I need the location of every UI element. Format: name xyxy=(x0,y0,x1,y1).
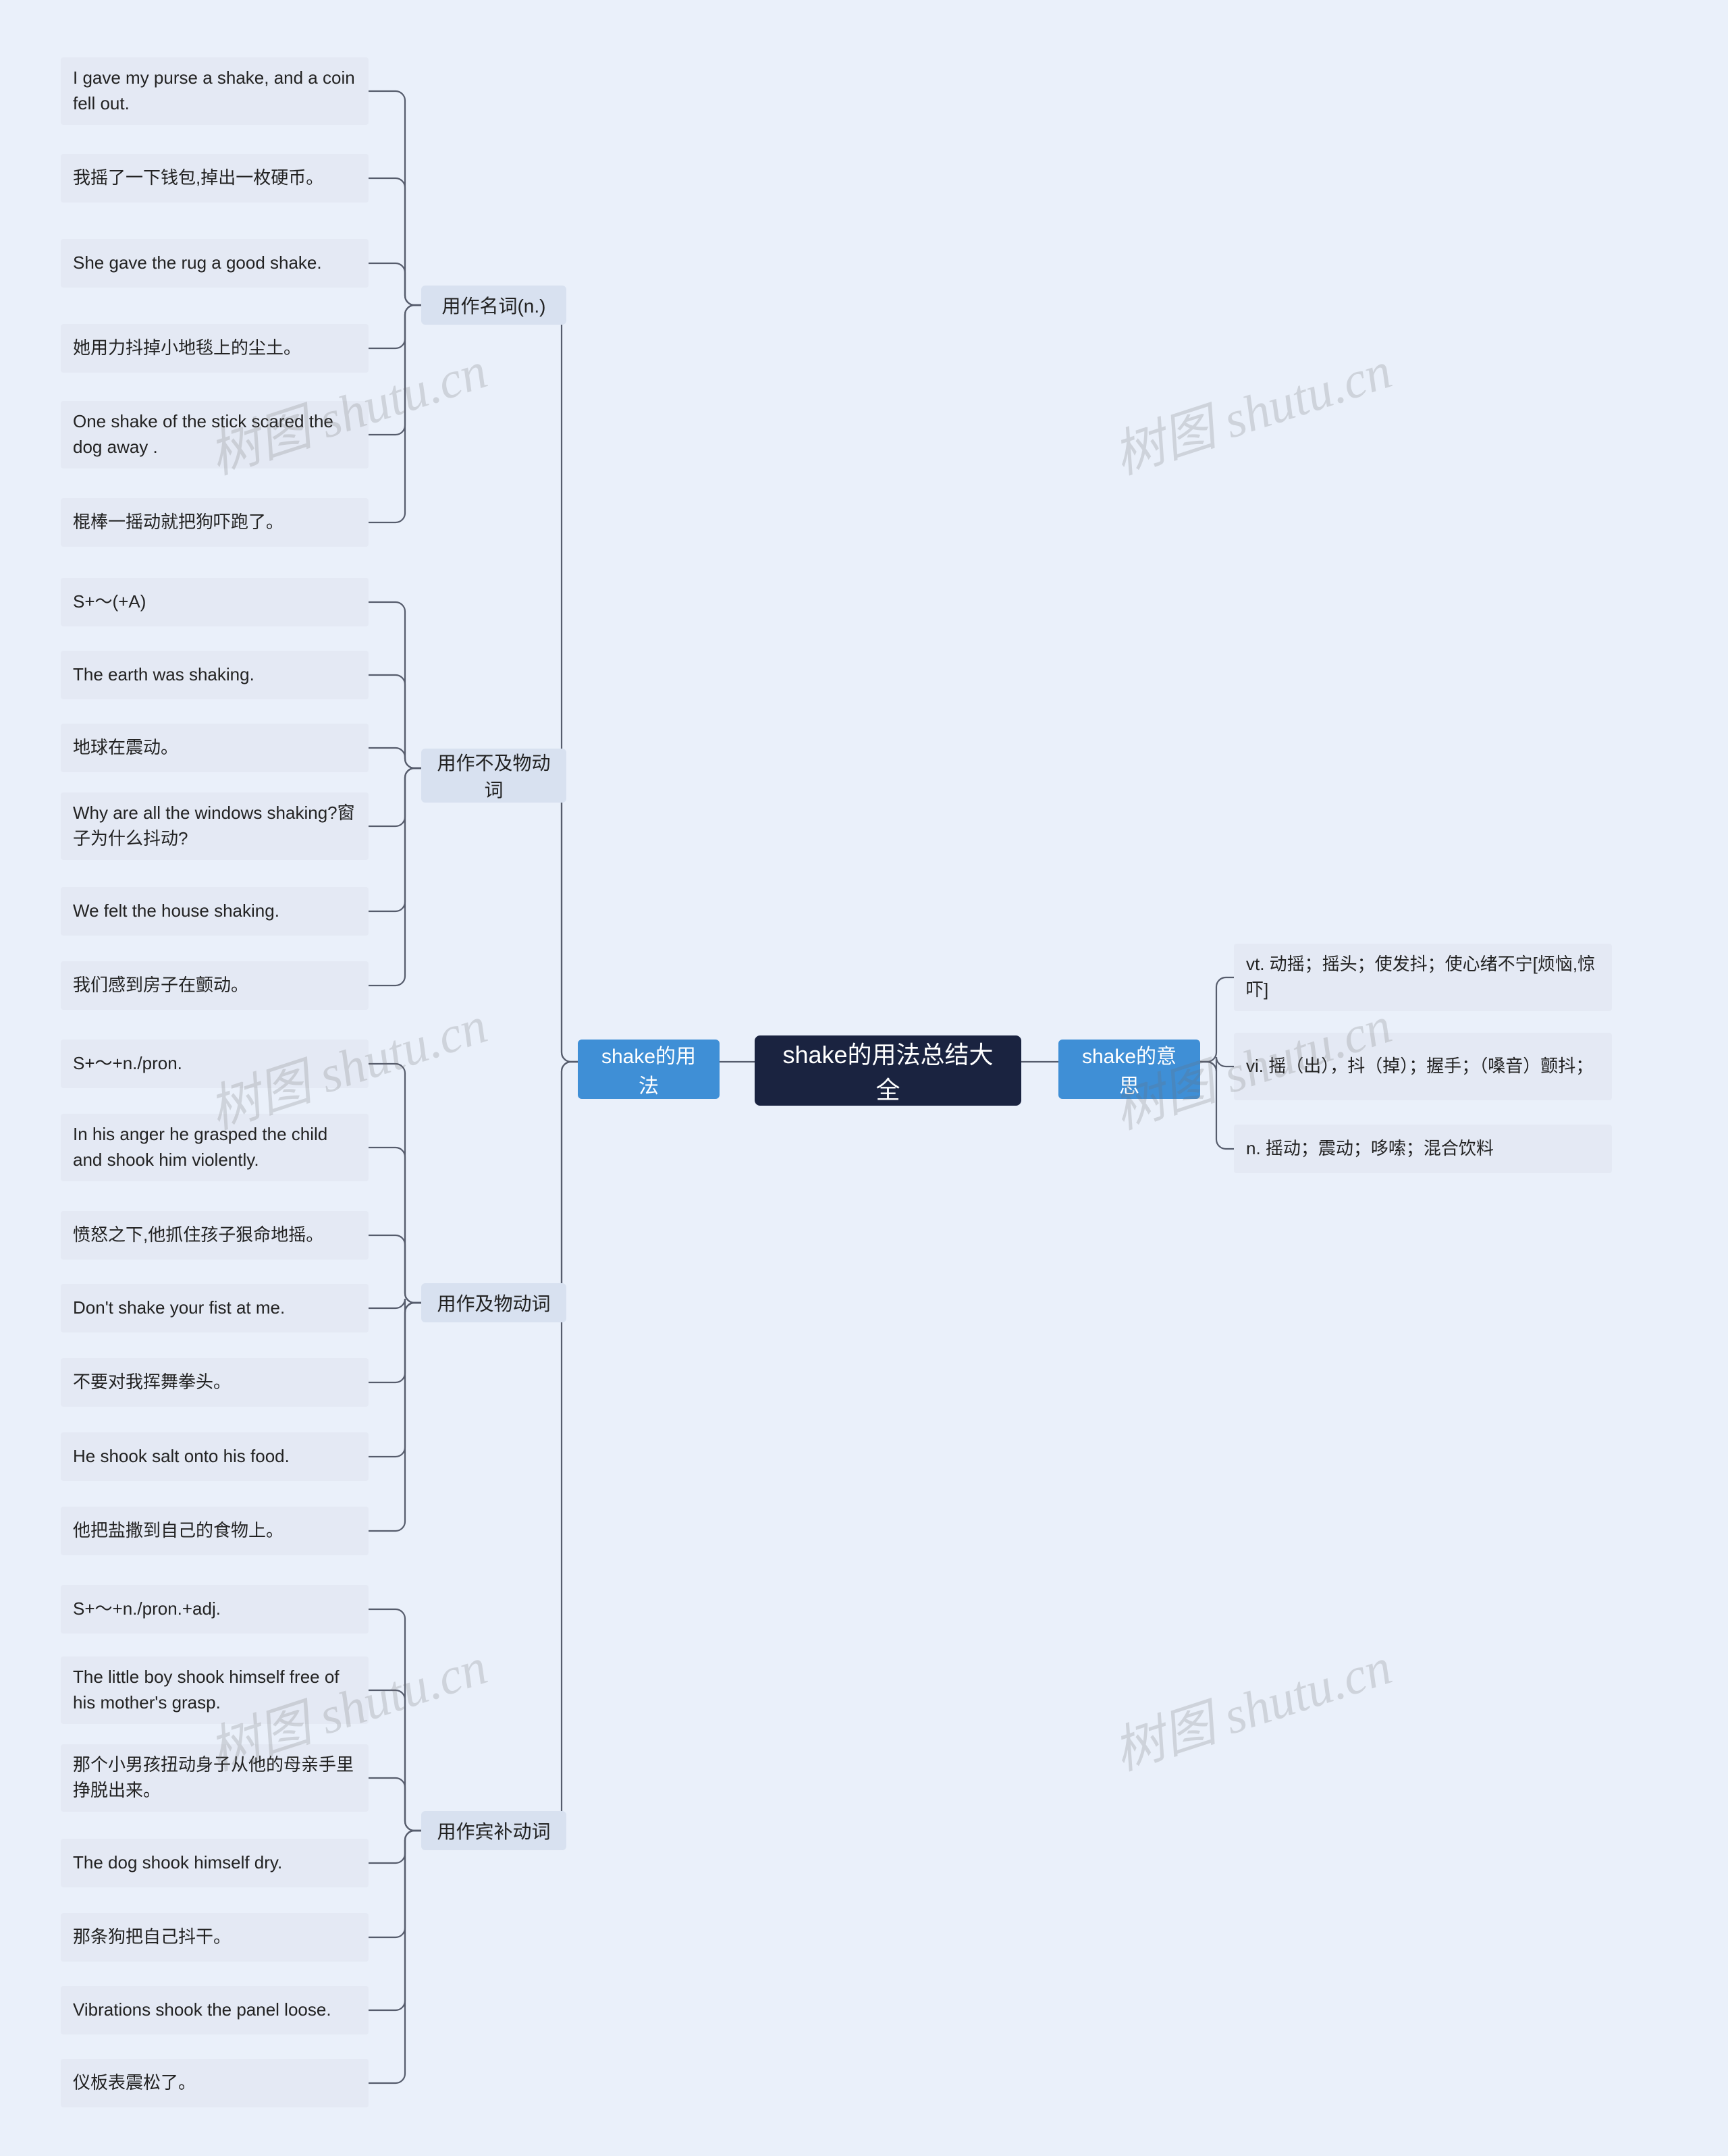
watermark-1: 树图 shutu.cn xyxy=(1102,329,1399,488)
leaf-g_noun-2: She gave the rug a good shake. xyxy=(61,239,369,288)
leaf-g_vt-5: He shook salt onto his food. xyxy=(61,1432,369,1481)
leaf-g_voc-1: The little boy shook himself free of his… xyxy=(61,1656,369,1724)
right-leaf-2: n. 摇动；震动；哆嗦；混合饮料 xyxy=(1234,1125,1612,1173)
left-hub: shake的用法 xyxy=(578,1040,720,1099)
leaf-g_noun-5: 棍棒一摇动就把狗吓跑了。 xyxy=(61,498,369,547)
leaf-g_voc-2: 那个小男孩扭动身子从他的母亲手里挣脱出来。 xyxy=(61,1744,369,1812)
right-leaf-0: vt. 动摇；摇头；使发抖；使心绪不宁[烦恼,惊吓] xyxy=(1234,944,1612,1011)
leaf-g_noun-3: 她用力抖掉小地毯上的尘土。 xyxy=(61,324,369,373)
leaf-g_voc-5: Vibrations shook the panel loose. xyxy=(61,1986,369,2034)
leaf-g_vt-2: 愤怒之下,他抓住孩子狠命地摇。 xyxy=(61,1211,369,1260)
leaf-g_noun-1: 我摇了一下钱包,掉出一枚硬币。 xyxy=(61,154,369,203)
leaf-g_voc-6: 仪板表震松了。 xyxy=(61,2059,369,2107)
group-g_voc: 用作宾补动词 xyxy=(421,1811,566,1850)
right-hub: shake的意思 xyxy=(1058,1040,1200,1099)
leaf-g_voc-3: The dog shook himself dry. xyxy=(61,1839,369,1887)
right-leaf-1: vi. 摇（出），抖（掉）；握手；（嗓音）颤抖； xyxy=(1234,1033,1612,1100)
leaf-g_vt-0: S+～+n./pron. xyxy=(61,1040,369,1088)
group-g_vt: 用作及物动词 xyxy=(421,1283,566,1322)
leaf-g_noun-4: One shake of the stick scared the dog aw… xyxy=(61,401,369,468)
leaf-g_vi-1: The earth was shaking. xyxy=(61,651,369,699)
leaf-g_voc-0: S+～+n./pron.+adj. xyxy=(61,1585,369,1634)
root-node: shake的用法总结大全 xyxy=(755,1035,1021,1106)
group-g_noun: 用作名词(n.) xyxy=(421,286,566,325)
leaf-g_vi-4: We felt the house shaking. xyxy=(61,887,369,936)
watermark-5: 树图 shutu.cn xyxy=(1102,1625,1399,1784)
leaf-g_vi-2: 地球在震动。 xyxy=(61,724,369,772)
leaf-g_vi-3: Why are all the windows shaking?窗子为什么抖动? xyxy=(61,792,369,860)
leaf-g_voc-4: 那条狗把自己抖干。 xyxy=(61,1913,369,1962)
leaf-g_vi-0: S+～(+A) xyxy=(61,578,369,626)
leaf-g_vi-5: 我们感到房子在颤动。 xyxy=(61,961,369,1010)
leaf-g_vt-6: 他把盐撒到自己的食物上。 xyxy=(61,1507,369,1555)
group-g_vi: 用作不及物动词 xyxy=(421,749,566,803)
leaf-g_vt-4: 不要对我挥舞拳头。 xyxy=(61,1358,369,1407)
leaf-g_noun-0: I gave my purse a shake, and a coin fell… xyxy=(61,57,369,125)
leaf-g_vt-3: Don't shake your fist at me. xyxy=(61,1284,369,1332)
leaf-g_vt-1: In his anger he grasped the child and sh… xyxy=(61,1114,369,1181)
